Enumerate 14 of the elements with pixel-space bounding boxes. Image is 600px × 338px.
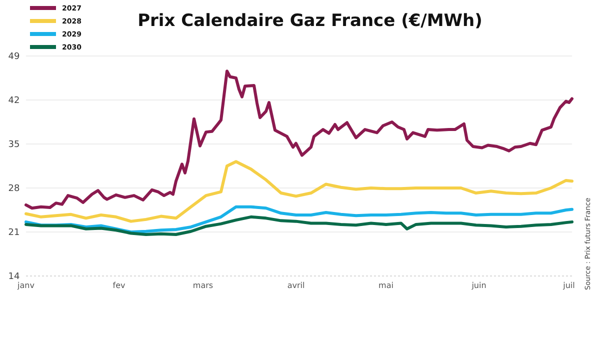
x-tick-label: fev [112, 281, 126, 290]
y-tick-label: 42 [8, 96, 20, 106]
chart-title: Prix Calendaire Gaz France (€/MWh) [138, 11, 482, 31]
x-tick-label: mai [378, 281, 394, 290]
x-tick-label: mars [192, 281, 214, 290]
y-tick-label: 21 [8, 228, 20, 238]
x-tick-label: juil [562, 281, 575, 290]
x-tick-label: janv [16, 281, 35, 290]
x-tick-label: juin [470, 281, 486, 290]
y-tick-label: 14 [8, 272, 20, 282]
x-tick-label: avril [287, 281, 305, 290]
y-tick-label: 35 [8, 140, 20, 150]
y-tick-label: 49 [8, 52, 20, 62]
y-tick-label: 28 [8, 184, 20, 194]
